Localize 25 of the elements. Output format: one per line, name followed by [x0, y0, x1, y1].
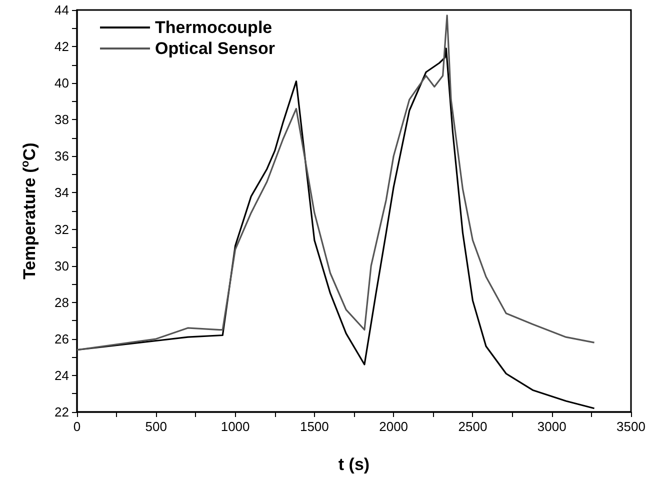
y-tick-label: 40 [54, 76, 69, 91]
y-tick-label: 28 [54, 294, 69, 310]
y-tick-label: 44 [54, 2, 69, 18]
x-tick-label: 500 [145, 419, 167, 434]
x-tick-label: 0 [73, 419, 81, 434]
y-tick-label: 38 [54, 112, 69, 128]
x-tick-label: 3500 [616, 419, 646, 434]
y-tick-label: 34 [54, 185, 69, 200]
x-tick-label: 2000 [379, 419, 408, 434]
x-tick-label: 3000 [537, 419, 566, 434]
x-tick-label: 2500 [458, 419, 488, 434]
x-tick-label: 1000 [220, 419, 250, 434]
y-tick-label: 36 [54, 148, 69, 164]
y-tick-label: 32 [54, 222, 69, 237]
y-tick-label: 30 [54, 258, 69, 274]
legend-label: Optical Sensor [155, 39, 276, 58]
y-tick-label: 26 [54, 331, 69, 346]
y-tick-label: 42 [54, 39, 69, 54]
legend-label: Thermocouple [155, 18, 272, 37]
x-axis-title: t (s) [338, 455, 370, 474]
line-series [76, 14, 596, 351]
y-tick-label: 22 [54, 404, 69, 420]
y-tick-label: 24 [54, 368, 69, 383]
x-tick-label: 1500 [300, 419, 329, 434]
y-axis-title: Temperature (oC) [20, 142, 39, 280]
